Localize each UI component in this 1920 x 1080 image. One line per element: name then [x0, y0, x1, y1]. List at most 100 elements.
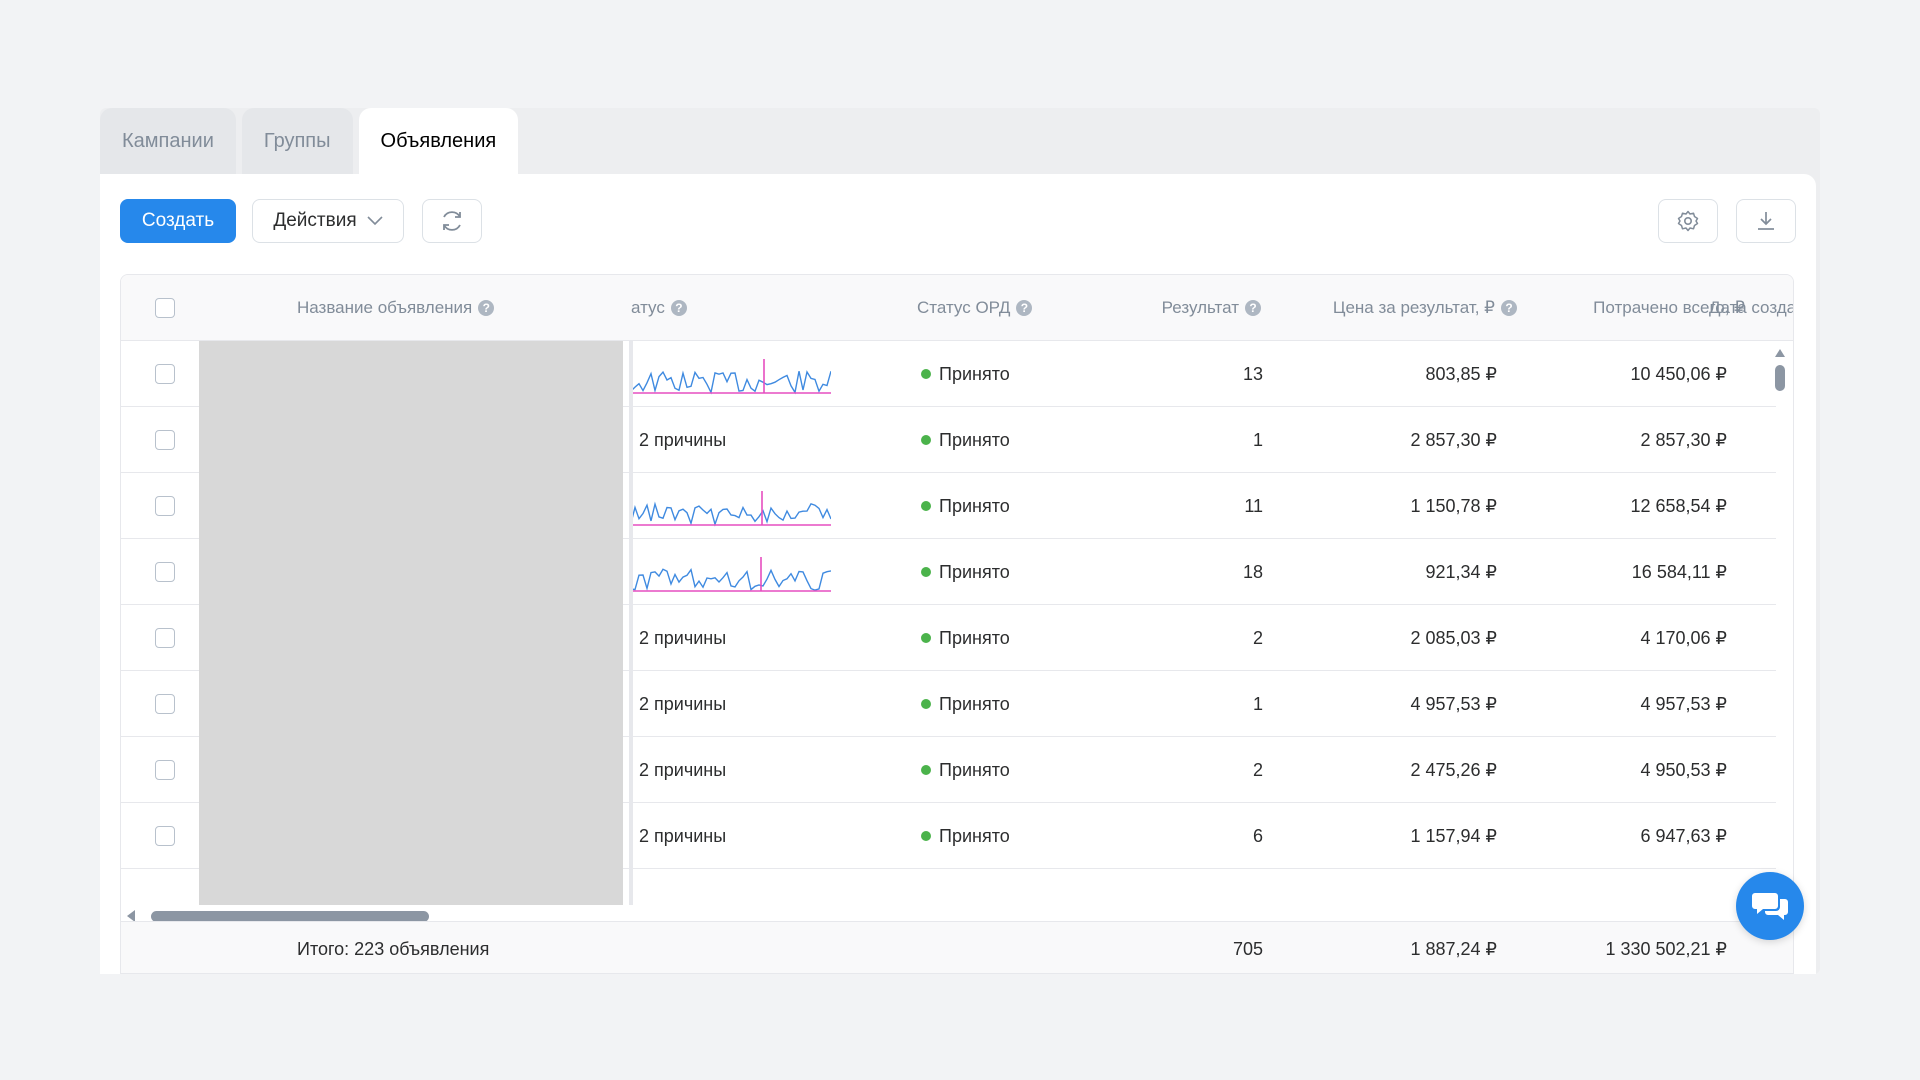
- status-dot-icon: [921, 765, 931, 775]
- toolbar: Создать Действия: [120, 199, 1796, 243]
- ads-table: Название объявления? атус? Статус ОРД? Р…: [120, 274, 1794, 974]
- cell-price: 4 957,53 ₽: [1410, 693, 1497, 714]
- select-all-checkbox[interactable]: [155, 298, 175, 318]
- row-checkbox[interactable]: [155, 628, 175, 648]
- row-checkbox[interactable]: [155, 562, 175, 582]
- table-row[interactable]: Принято 18 921,34 ₽ 16 584,11 ₽: [121, 539, 1776, 605]
- status-reasons[interactable]: 2 причины: [639, 693, 727, 714]
- ord-status-label: Принято: [939, 759, 1010, 780]
- ads-panel: Кампании Группы Объявления Создать Дейст…: [100, 108, 1820, 974]
- ord-status-label: Принято: [939, 693, 1010, 714]
- ord-status-label: Принято: [939, 363, 1010, 384]
- header-price[interactable]: Цена за результат, ₽?: [1271, 275, 1517, 341]
- actions-dropdown[interactable]: Действия: [252, 199, 404, 243]
- cell-result: 13: [1242, 363, 1263, 384]
- ord-status: Принято: [921, 803, 1010, 869]
- table-row[interactable]: Принято 13 803,85 ₽ 10 450,06 ₽: [121, 341, 1776, 407]
- download-icon: [1758, 212, 1774, 230]
- help-icon[interactable]: ?: [1245, 300, 1261, 316]
- status-dot-icon: [921, 501, 931, 511]
- status-dot-icon: [921, 699, 931, 709]
- chevron-down-icon: [367, 216, 383, 226]
- cell-result: 1: [1252, 429, 1263, 450]
- sparkline-series: [631, 370, 831, 395]
- cell-price: 2 475,26 ₽: [1410, 759, 1497, 780]
- tabs: Кампании Группы Объявления: [100, 108, 519, 174]
- ord-status-label: Принято: [939, 495, 1010, 516]
- help-icon[interactable]: ?: [1016, 300, 1033, 316]
- ord-status: Принято: [921, 473, 1010, 539]
- total-result: 705: [1232, 938, 1263, 959]
- status-reasons[interactable]: 2 причины: [639, 825, 727, 846]
- table-row[interactable]: 2 причины Принято 6 1 157,94 ₽ 6 947,63 ₽: [121, 803, 1776, 869]
- download-button[interactable]: [1736, 199, 1796, 243]
- tab-campaigns[interactable]: Кампании: [100, 108, 236, 174]
- help-icon[interactable]: ?: [1501, 300, 1517, 316]
- table-row[interactable]: 2 причины Принято 2 2 475,26 ₽ 4 950,53 ₽: [121, 737, 1776, 803]
- refresh-button[interactable]: [422, 199, 482, 243]
- cell-result: 18: [1242, 561, 1263, 582]
- cell-price: 921,34 ₽: [1425, 561, 1497, 582]
- cell-price: 2 085,03 ₽: [1410, 627, 1497, 648]
- vertical-scrollbar[interactable]: [1773, 349, 1787, 409]
- tab-groups[interactable]: Группы: [241, 108, 353, 174]
- total-price: 1 887,24 ₽: [1410, 938, 1497, 959]
- header-ord-status[interactable]: Статус ОРД?: [917, 275, 1033, 341]
- actions-label: Действия: [273, 210, 357, 231]
- status-sparkline: [631, 359, 831, 395]
- status-reasons[interactable]: 2 причины: [639, 759, 727, 780]
- row-checkbox[interactable]: [155, 826, 175, 846]
- table-row[interactable]: 2 причины Принято 1 2 857,30 ₽ 2 857,30 ₽: [121, 407, 1776, 473]
- ord-status: Принято: [921, 605, 1010, 671]
- cell-result: 6: [1252, 825, 1263, 846]
- status-dot-icon: [921, 435, 931, 445]
- row-checkbox[interactable]: [155, 364, 175, 384]
- header-name[interactable]: Название объявления?: [297, 275, 495, 341]
- row-checkbox[interactable]: [155, 430, 175, 450]
- cell-result: 2: [1252, 627, 1263, 648]
- cell-result: 2: [1252, 759, 1263, 780]
- header-status[interactable]: атус?: [631, 275, 687, 341]
- gear-icon: [1677, 210, 1699, 232]
- status-sparkline: [631, 557, 831, 592]
- table-row[interactable]: 2 причины Принято 1 4 957,53 ₽ 4 957,53 ₽: [121, 671, 1776, 737]
- status-reasons[interactable]: 2 причины: [639, 627, 727, 648]
- table-footer: Итого: 223 объявления 705 1 887,24 ₽ 1 3…: [121, 921, 1793, 973]
- create-button[interactable]: Создать: [120, 199, 236, 243]
- table-row[interactable]: 2 причины Принято 2 2 085,03 ₽ 4 170,06 ₽: [121, 605, 1776, 671]
- ord-status: Принято: [921, 671, 1010, 737]
- total-spent: 1 330 502,21 ₽: [1605, 938, 1727, 959]
- status-dot-icon: [921, 831, 931, 841]
- ord-status-label: Принято: [939, 627, 1010, 648]
- horizontal-scroll-thumb[interactable]: [151, 911, 429, 922]
- status-dot-icon: [921, 567, 931, 577]
- settings-button[interactable]: [1658, 199, 1718, 243]
- table-body: Принято 13 803,85 ₽ 10 450,06 ₽ 2 причины При…: [121, 341, 1776, 905]
- row-checkbox[interactable]: [155, 760, 175, 780]
- cell-spent: 6 947,63 ₽: [1640, 825, 1727, 846]
- status-dot-icon: [921, 633, 931, 643]
- row-checkbox[interactable]: [155, 694, 175, 714]
- cell-price: 1 150,78 ₽: [1410, 495, 1497, 516]
- vertical-scroll-thumb[interactable]: [1775, 365, 1785, 391]
- status-reasons[interactable]: 2 причины: [639, 429, 727, 450]
- status-dot-icon: [921, 369, 931, 379]
- header-result[interactable]: Результат?: [1081, 275, 1261, 341]
- scroll-up-icon[interactable]: [1775, 349, 1785, 357]
- help-icon[interactable]: ?: [670, 300, 687, 316]
- row-checkbox[interactable]: [155, 496, 175, 516]
- cell-price: 803,85 ₽: [1425, 363, 1497, 384]
- refresh-icon: [443, 211, 461, 231]
- cell-spent: 4 170,06 ₽: [1640, 627, 1727, 648]
- cell-result: 11: [1244, 495, 1263, 516]
- scroll-left-icon[interactable]: [127, 910, 135, 922]
- header-date[interactable]: Дата созда: [1709, 298, 1794, 317]
- chat-button[interactable]: [1736, 872, 1804, 940]
- sparkline-series: [631, 568, 831, 592]
- header-spent[interactable]: Потрачено всего, ₽: [1593, 298, 1745, 317]
- tab-ads[interactable]: Объявления: [358, 108, 519, 174]
- table-row[interactable]: Принято 11 1 150,78 ₽ 12 658,54 ₽: [121, 473, 1776, 539]
- ads-card: Создать Действия: [100, 174, 1816, 974]
- cell-spent: 2 857,30 ₽: [1640, 429, 1727, 450]
- help-icon[interactable]: ?: [478, 300, 495, 316]
